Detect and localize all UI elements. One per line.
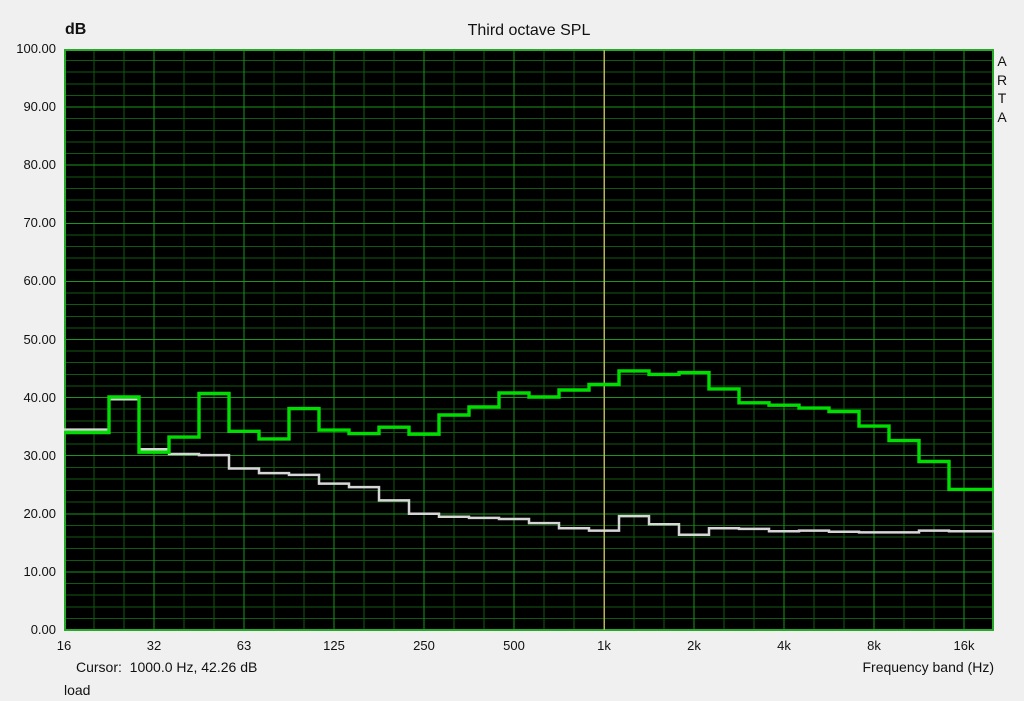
y-tick-label: 0.00 (30, 622, 56, 637)
x-tick-label: 16 (56, 638, 72, 653)
arta-watermark-letter: A (997, 53, 1007, 69)
arta-watermark-letter: R (997, 71, 1008, 88)
arta-watermark-letter: T (997, 90, 1007, 106)
spl-plot-canvas[interactable] (64, 49, 994, 631)
x-axis-labels: 16 32 63 125 250 500 1k 2k 4k 8k 16k (0, 638, 1024, 654)
x-axis-title: Frequency band (Hz) (862, 659, 994, 675)
chart-title: Third octave SPL (467, 22, 591, 39)
x-tick-label: 125 (323, 638, 345, 653)
series-spl-measured-green (64, 369, 994, 492)
y-tick-label: 50.00 (23, 331, 56, 347)
x-tick-label: 500 (503, 638, 525, 653)
y-tick-label: 70.00 (23, 215, 56, 231)
cursor-readout: Cursor: 1000.0 Hz, 42.26 dB (76, 659, 258, 675)
x-tick-label: 1k (597, 638, 611, 653)
y-tick-label: 30.00 (23, 447, 56, 463)
y-tick-label: 60.00 (23, 273, 56, 289)
series-spl-noise-white (64, 398, 994, 536)
overlay-name-label: load (64, 682, 91, 698)
x-tick-label: 16k (953, 638, 975, 653)
y-tick-label: 100.00 (16, 41, 56, 56)
y-tick-label: 10.00 (23, 563, 56, 579)
x-tick-label: 2k (687, 638, 701, 653)
db-unit-label: dB (65, 21, 87, 38)
x-tick-label: 8k (867, 638, 881, 653)
y-tick-label: 90.00 (23, 99, 56, 115)
arta-watermark-letter: A (997, 108, 1007, 125)
y-tick-label: 40.00 (23, 389, 56, 405)
x-tick-label: 250 (413, 638, 435, 653)
x-tick-label: 63 (236, 638, 252, 653)
x-tick-label: 4k (777, 638, 791, 653)
y-tick-label: 20.00 (23, 505, 56, 521)
y-tick-label: 80.00 (23, 157, 56, 173)
x-tick-label: 32 (146, 638, 162, 653)
y-axis-labels: 100.00 90.00 80.00 70.00 60.00 50.00 40.00 30.0… (0, 0, 60, 640)
plot-border (64, 49, 994, 631)
